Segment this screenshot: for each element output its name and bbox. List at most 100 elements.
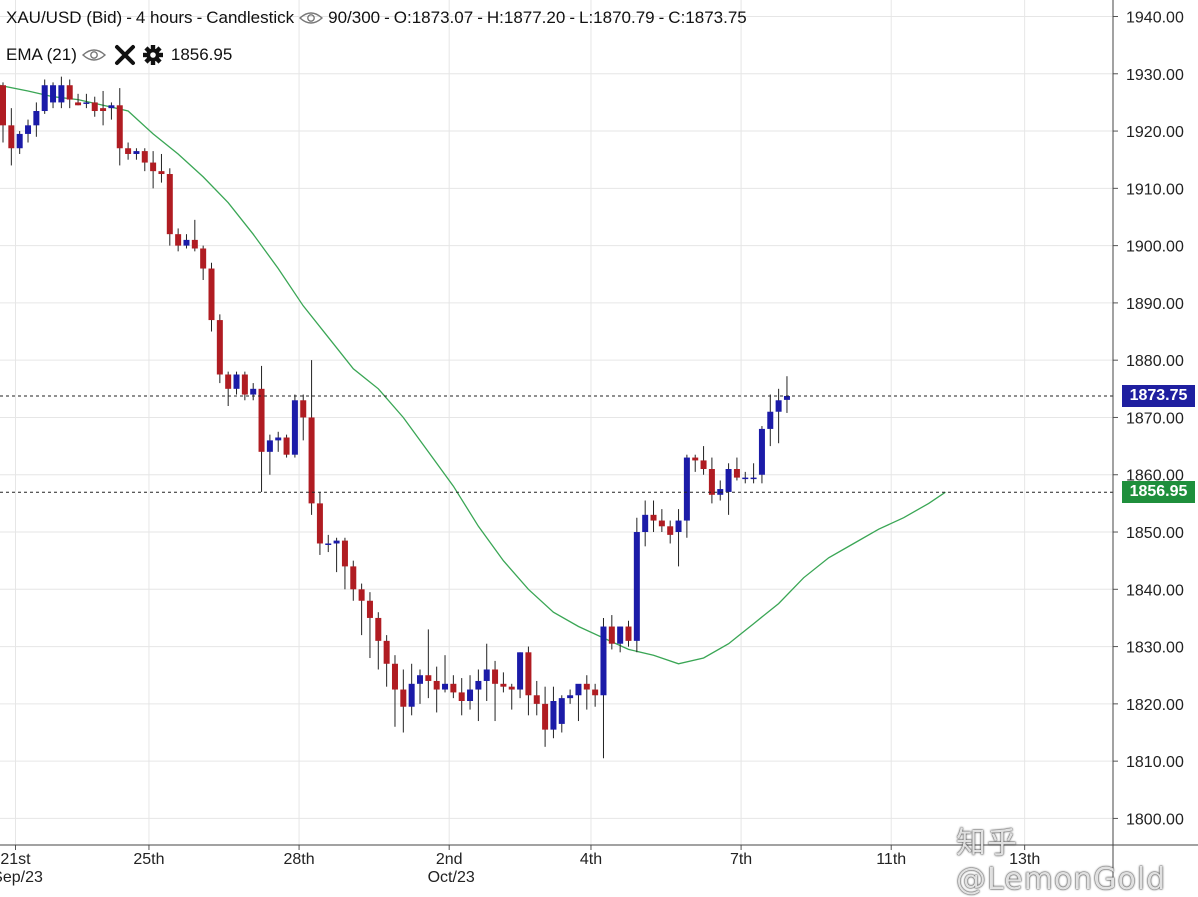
candle bbox=[775, 388, 782, 444]
legend-separator: - bbox=[196, 8, 203, 27]
x-tick-sublabel: Oct/23 bbox=[428, 869, 475, 886]
candle bbox=[492, 660, 499, 722]
candle bbox=[58, 76, 65, 109]
legend-separator: - bbox=[384, 8, 390, 27]
candle-body bbox=[483, 669, 490, 681]
ema-line bbox=[0, 84, 946, 665]
candle-body bbox=[433, 680, 440, 690]
candle-body bbox=[16, 133, 23, 149]
candle bbox=[41, 79, 48, 114]
candle bbox=[458, 678, 465, 716]
candle bbox=[483, 643, 490, 701]
candle-body bbox=[383, 640, 390, 664]
open-value: O:1873.07 bbox=[393, 8, 474, 27]
candle bbox=[475, 669, 482, 722]
y-tick-label: 1910.00 bbox=[1126, 181, 1184, 198]
candle-body bbox=[492, 669, 499, 684]
candle bbox=[166, 168, 173, 246]
candle-body bbox=[125, 148, 132, 154]
candle-body bbox=[41, 85, 48, 112]
candle-body bbox=[725, 469, 732, 492]
x-tick-label: 25th bbox=[133, 851, 164, 868]
candle bbox=[508, 683, 515, 710]
candle bbox=[8, 108, 15, 166]
candle bbox=[141, 148, 148, 172]
candle bbox=[258, 365, 265, 492]
candle-body bbox=[325, 543, 332, 545]
candle bbox=[183, 234, 190, 249]
candle bbox=[500, 672, 507, 693]
candle bbox=[316, 491, 323, 555]
candle bbox=[575, 683, 582, 722]
candle-body bbox=[358, 589, 365, 601]
eye-icon[interactable] bbox=[81, 47, 107, 63]
eye-icon[interactable] bbox=[298, 10, 324, 26]
candle-body bbox=[183, 239, 190, 246]
candle bbox=[175, 228, 182, 252]
candle-body bbox=[733, 469, 740, 478]
candle bbox=[750, 463, 757, 484]
candle bbox=[300, 394, 307, 441]
candle-body bbox=[8, 125, 15, 149]
candle-body bbox=[33, 111, 40, 126]
candle bbox=[533, 680, 540, 716]
candle bbox=[467, 675, 474, 710]
candle bbox=[350, 560, 357, 601]
candle bbox=[275, 431, 282, 452]
candle bbox=[33, 102, 40, 137]
candle-body bbox=[308, 417, 315, 504]
gear-icon[interactable] bbox=[141, 44, 165, 66]
legend-separator: - bbox=[569, 8, 575, 27]
candle bbox=[325, 534, 332, 553]
y-tick-label: 1830.00 bbox=[1126, 640, 1184, 657]
indicator-legend: EMA (21) 1856.95 bbox=[6, 44, 232, 66]
candle bbox=[725, 463, 732, 515]
candle-body bbox=[100, 108, 107, 112]
bar-count-label: 90/300 bbox=[328, 8, 381, 27]
candle-body bbox=[758, 428, 765, 475]
candle-body bbox=[141, 151, 148, 163]
candle-body bbox=[625, 626, 632, 641]
low-value: L:1870.79 bbox=[578, 8, 655, 27]
candle-body bbox=[266, 440, 273, 452]
candle-body bbox=[341, 540, 348, 567]
chart-style-label: Candlestick bbox=[206, 8, 295, 27]
candle-body bbox=[208, 268, 215, 321]
y-tick-label: 1850.00 bbox=[1126, 525, 1184, 542]
candle-body bbox=[158, 171, 165, 175]
x-tick-label: 11th bbox=[876, 851, 906, 868]
legend-separator: - bbox=[658, 8, 665, 27]
candle-body bbox=[750, 477, 757, 480]
candle bbox=[667, 520, 674, 544]
candle-body bbox=[25, 125, 32, 134]
candle bbox=[291, 394, 298, 458]
y-tick-label: 1800.00 bbox=[1126, 811, 1184, 828]
candle bbox=[700, 446, 707, 475]
candle-body bbox=[258, 388, 265, 452]
candle-body bbox=[391, 663, 398, 690]
candle-body bbox=[400, 689, 407, 707]
candle-body bbox=[450, 683, 457, 693]
candle bbox=[233, 371, 240, 395]
candle bbox=[417, 669, 423, 704]
candle bbox=[733, 457, 740, 481]
high-value: H:1877.20 bbox=[486, 8, 566, 27]
candle bbox=[608, 615, 615, 650]
candle-body bbox=[533, 695, 540, 704]
candle bbox=[450, 675, 457, 699]
candle bbox=[108, 102, 115, 120]
candle-body bbox=[775, 400, 782, 412]
close-icon[interactable] bbox=[113, 44, 137, 66]
candle-body bbox=[175, 234, 182, 246]
candle bbox=[592, 683, 599, 707]
candle bbox=[66, 79, 73, 109]
candle-body bbox=[83, 102, 90, 104]
candle bbox=[116, 88, 123, 166]
candle-body bbox=[617, 626, 624, 644]
candle bbox=[391, 655, 398, 727]
candle bbox=[125, 142, 132, 160]
grid-lines bbox=[0, 0, 1113, 845]
candle bbox=[550, 686, 557, 739]
candle-body bbox=[200, 248, 207, 269]
